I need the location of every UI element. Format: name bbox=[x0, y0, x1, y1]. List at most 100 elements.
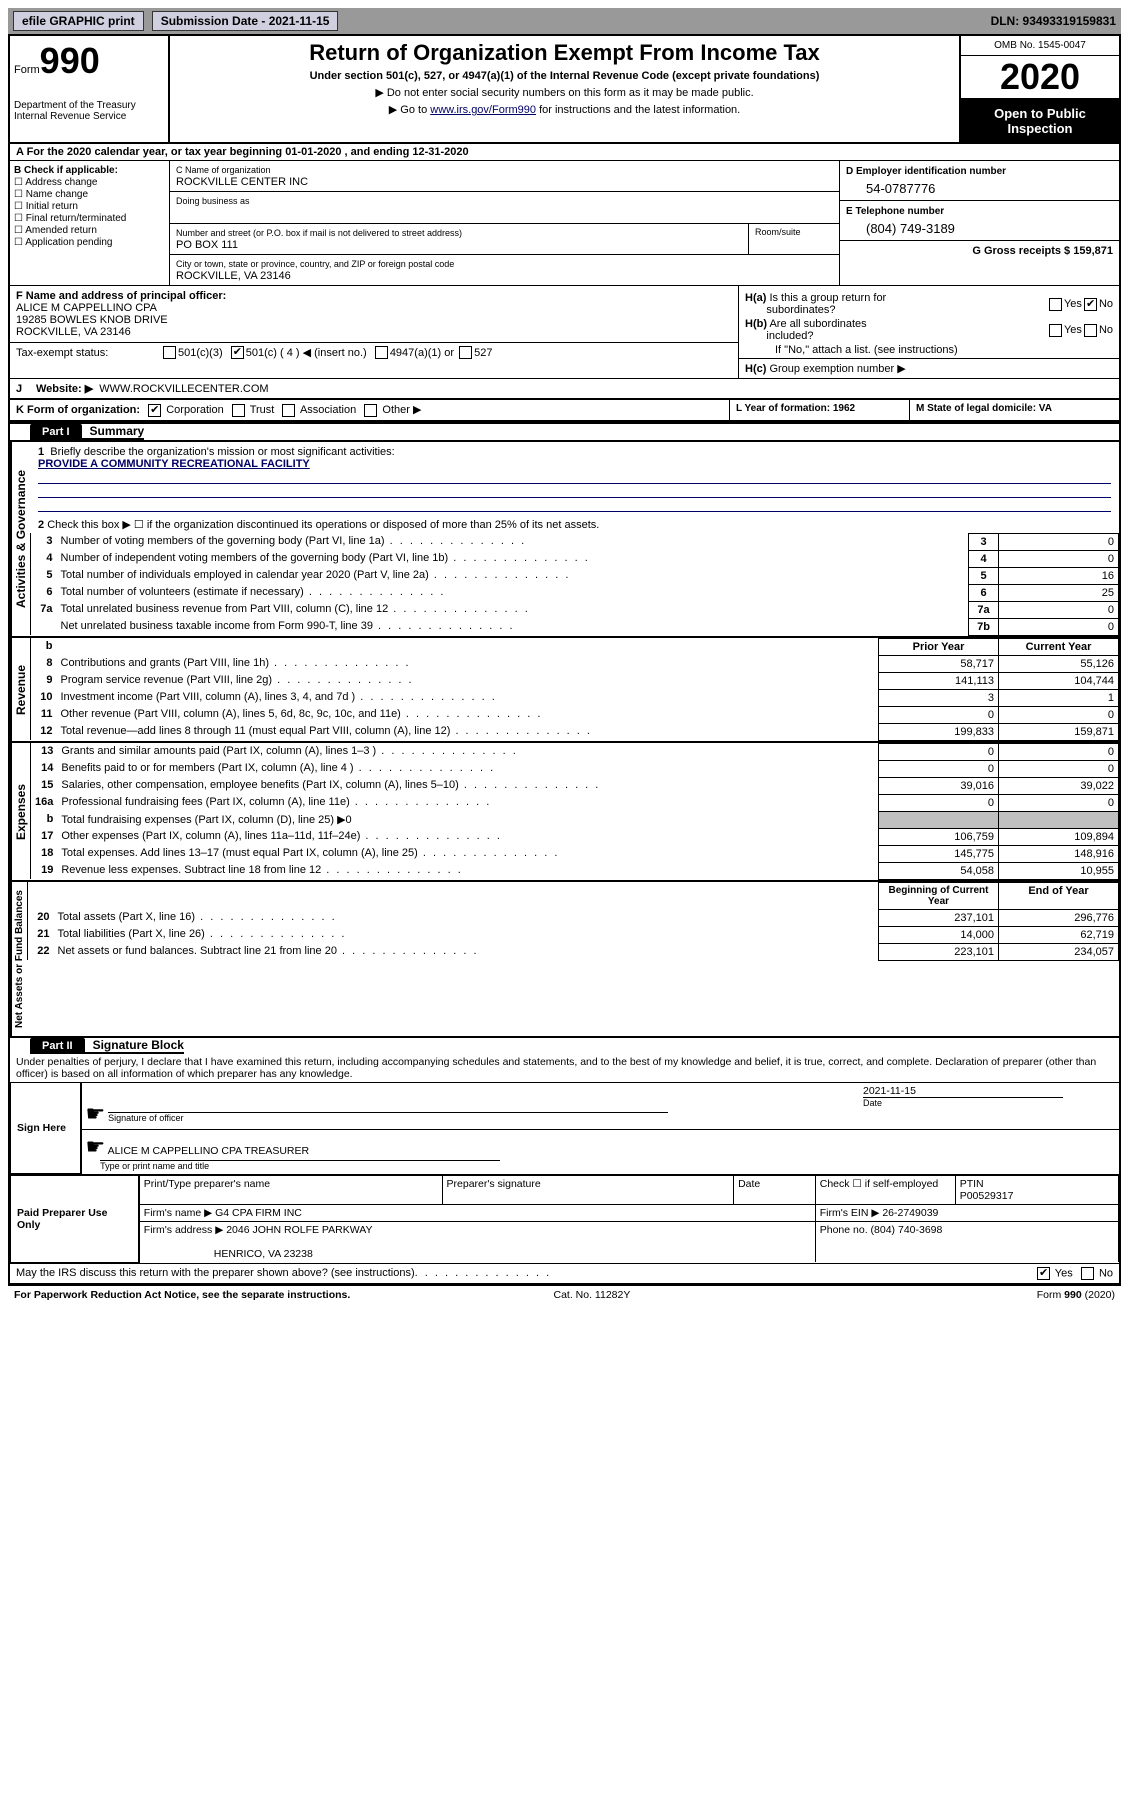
q1-text: Briefly describe the organization's miss… bbox=[50, 446, 394, 458]
chk-name-change[interactable]: ☐ Name change bbox=[14, 189, 165, 200]
line-desc: Total number of individuals employed in … bbox=[57, 567, 969, 584]
chk-initial-return[interactable]: ☐ Initial return bbox=[14, 201, 165, 212]
ein-value: 54-0787776 bbox=[846, 177, 1113, 196]
line-no: 4 bbox=[31, 550, 57, 567]
line-val: 0 bbox=[999, 618, 1119, 635]
phone-value: (804) 749-3189 bbox=[846, 217, 1113, 236]
footer-left: For Paperwork Reduction Act Notice, see … bbox=[14, 1289, 350, 1301]
line-no: 3 bbox=[31, 533, 57, 550]
hb-no-label: No bbox=[1099, 324, 1113, 336]
footer-right: Form 990 (2020) bbox=[1037, 1289, 1115, 1301]
chk-final-return[interactable]: ☐ Final return/terminated bbox=[14, 213, 165, 224]
instr-1: ▶ Do not enter social security numbers o… bbox=[178, 86, 951, 99]
line-val: 0 bbox=[999, 550, 1119, 567]
q1-num: 1 bbox=[38, 446, 44, 458]
room-suite-label: Room/suite bbox=[749, 224, 839, 254]
city-val: ROCKVILLE, VA 23146 bbox=[176, 270, 291, 282]
hb-no[interactable] bbox=[1084, 324, 1097, 337]
irs-no[interactable] bbox=[1081, 1267, 1094, 1280]
firm-ein-l: Firm's EIN ▶ bbox=[820, 1207, 880, 1219]
state-domicile: M State of legal domicile: VA bbox=[909, 400, 1119, 420]
hb-note: If "No," attach a list. (see instruction… bbox=[745, 344, 1113, 356]
typed-label: Type or print name and title bbox=[100, 1160, 500, 1171]
tax-status-label: Tax-exempt status: bbox=[16, 347, 161, 359]
sig-date-label: Date bbox=[863, 1097, 1063, 1108]
q2-num: 2 bbox=[38, 519, 44, 531]
ha-yes[interactable] bbox=[1049, 298, 1062, 311]
opt-other: Other ▶ bbox=[382, 404, 421, 416]
line-box: 5 bbox=[969, 567, 999, 584]
chk-address-change[interactable]: ☐ Address change bbox=[14, 177, 165, 188]
hb-yes[interactable] bbox=[1049, 324, 1062, 337]
irs-yes[interactable] bbox=[1037, 1267, 1050, 1280]
part1-tab: Part I bbox=[30, 424, 82, 440]
mission-text: PROVIDE A COMMUNITY RECREATIONAL FACILIT… bbox=[38, 458, 310, 470]
officer-addr2: ROCKVILLE, VA 23146 bbox=[16, 326, 131, 338]
chk-501c[interactable] bbox=[231, 346, 244, 359]
line-box: 3 bbox=[969, 533, 999, 550]
website-val: WWW.ROCKVILLECENTER.COM bbox=[99, 383, 268, 395]
submission-date-label: Submission Date - 2021-11-15 bbox=[152, 11, 339, 31]
prep-name-h: Print/Type preparer's name bbox=[139, 1175, 442, 1205]
side-net: Net Assets or Fund Balances bbox=[10, 882, 27, 1036]
chk-corp[interactable] bbox=[148, 404, 161, 417]
part2-tab: Part II bbox=[30, 1038, 85, 1054]
addr-label: Number and street (or P.O. box if mail i… bbox=[176, 228, 462, 238]
line-box: 7b bbox=[969, 618, 999, 635]
chk-527[interactable] bbox=[459, 346, 472, 359]
org-name: ROCKVILLE CENTER INC bbox=[176, 176, 308, 188]
part1-title: Summary bbox=[82, 424, 145, 440]
opt-assoc: Association bbox=[300, 404, 356, 416]
chk-pending[interactable]: ☐ Application pending bbox=[14, 237, 165, 248]
sign-here-label: Sign Here bbox=[11, 1082, 81, 1174]
opt-527: 527 bbox=[474, 347, 492, 359]
label-org-name: C Name of organization bbox=[176, 165, 271, 175]
page: efile GRAPHIC print Submission Date - 20… bbox=[0, 0, 1129, 1312]
instr-link[interactable]: www.irs.gov/Form990 bbox=[430, 104, 536, 116]
firm-addr-l: Firm's address ▶ bbox=[144, 1224, 224, 1236]
sig-officer-label: Signature of officer bbox=[108, 1112, 668, 1123]
ptin-val: P00529317 bbox=[960, 1190, 1014, 1202]
open-public-badge: Open to Public Inspection bbox=[961, 100, 1119, 142]
opt-corp: Corporation bbox=[166, 404, 223, 416]
sig-declaration: Under penalties of perjury, I declare th… bbox=[10, 1054, 1119, 1082]
line-val: 0 bbox=[999, 601, 1119, 618]
chk-501c3[interactable] bbox=[163, 346, 176, 359]
chk-self-emp[interactable]: Check ☐ if self-employed bbox=[815, 1175, 955, 1205]
typed-name: ALICE M CAPPELLINO CPA TREASURER bbox=[108, 1145, 310, 1157]
chk-assoc[interactable] bbox=[282, 404, 295, 417]
firm-ein: 26-2749039 bbox=[882, 1207, 938, 1219]
line-box: 4 bbox=[969, 550, 999, 567]
line-desc: Total unrelated business revenue from Pa… bbox=[57, 601, 969, 618]
opt-501c: 501(c) ( 4 ) ◀ (insert no.) bbox=[246, 346, 367, 359]
line-val: 16 bbox=[999, 567, 1119, 584]
prep-phone: (804) 740-3698 bbox=[871, 1224, 943, 1236]
ha-no[interactable] bbox=[1084, 298, 1097, 311]
irs-no-l: No bbox=[1099, 1267, 1113, 1279]
line-box: 7a bbox=[969, 601, 999, 618]
officer-name: ALICE M CAPPELLINO CPA bbox=[16, 302, 157, 314]
officer-addr1: 19285 BOWLES KNOB DRIVE bbox=[16, 314, 168, 326]
line-val: 25 bbox=[999, 584, 1119, 601]
chk-trust[interactable] bbox=[232, 404, 245, 417]
chk-other[interactable] bbox=[364, 404, 377, 417]
ein-label: D Employer identification number bbox=[846, 166, 1006, 177]
irs-yes-l: Yes bbox=[1055, 1267, 1073, 1279]
dln-label: DLN: 93493319159831 bbox=[991, 14, 1116, 28]
opt-501c3: 501(c)(3) bbox=[178, 347, 223, 359]
part2-title: Signature Block bbox=[85, 1038, 184, 1054]
line-desc: Number of voting members of the governin… bbox=[57, 533, 969, 550]
line-desc: Net unrelated business taxable income fr… bbox=[57, 618, 969, 635]
efile-print-button[interactable]: efile GRAPHIC print bbox=[13, 11, 144, 31]
instr-2-post: for instructions and the latest informat… bbox=[536, 104, 740, 116]
q2-text: Check this box ▶ ☐ if the organization d… bbox=[47, 519, 599, 531]
tax-year: 2020 bbox=[961, 56, 1119, 100]
dba-label: Doing business as bbox=[176, 196, 250, 206]
prep-phone-l: Phone no. bbox=[820, 1224, 868, 1236]
prep-date-h: Date bbox=[734, 1175, 816, 1205]
firm-name: G4 CPA FIRM INC bbox=[215, 1207, 302, 1219]
chk-amended[interactable]: ☐ Amended return bbox=[14, 225, 165, 236]
firm-addr2: HENRICO, VA 23238 bbox=[214, 1248, 313, 1260]
footer-cat: Cat. No. 11282Y bbox=[553, 1289, 630, 1301]
chk-4947[interactable] bbox=[375, 346, 388, 359]
